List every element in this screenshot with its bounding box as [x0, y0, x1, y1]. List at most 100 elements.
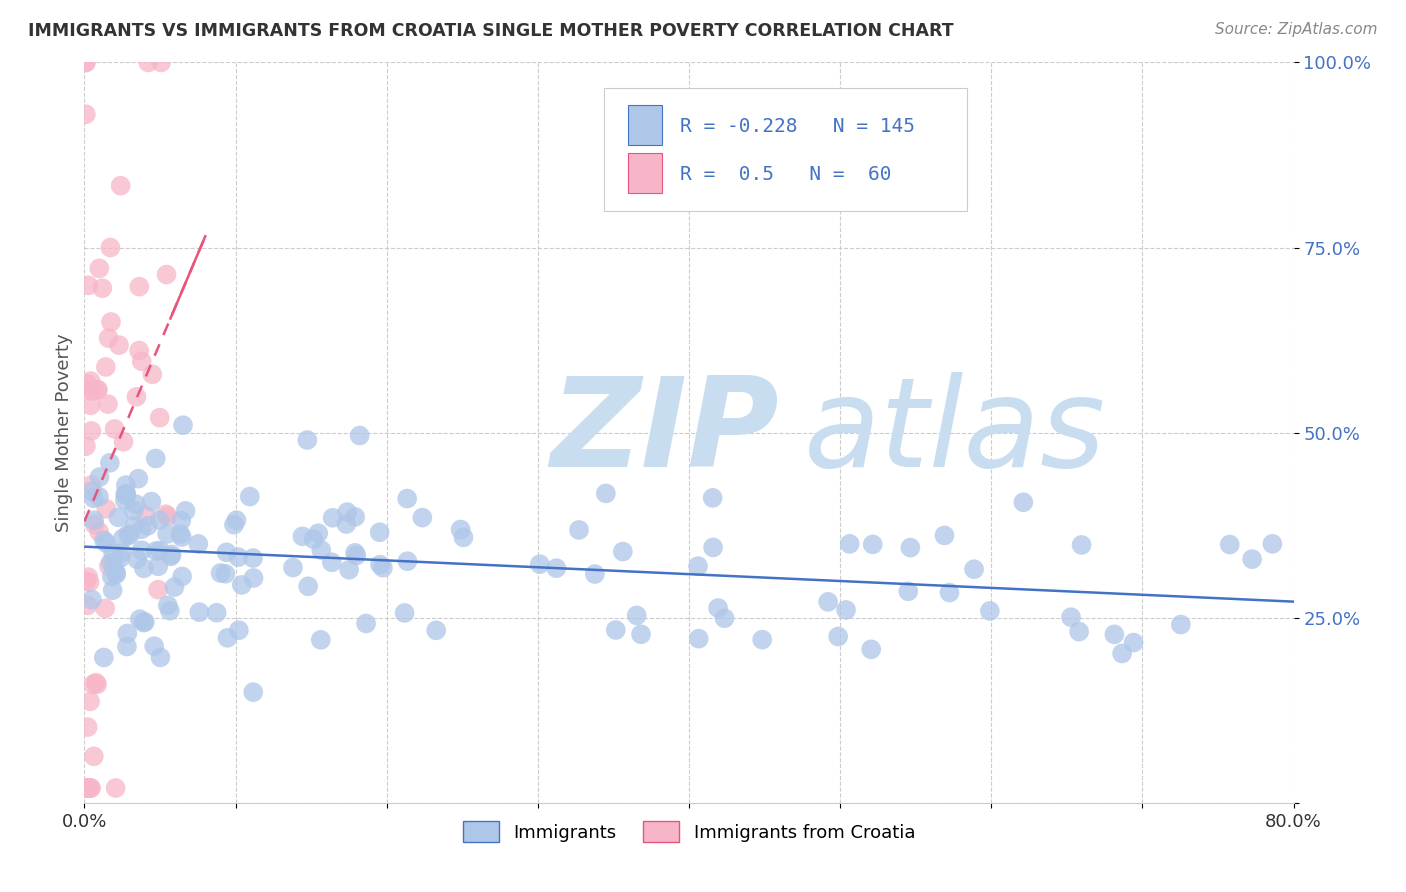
FancyBboxPatch shape [605, 88, 967, 211]
Point [835, 603, 858, 617]
Point [107, 510, 129, 524]
Point [1261, 537, 1284, 551]
Point [155, 507, 177, 521]
Point [817, 595, 839, 609]
Point [79, 575, 101, 590]
Point [127, 472, 149, 486]
Point [149, 410, 172, 425]
Point [75, 780, 97, 795]
Point [862, 537, 884, 551]
Point [702, 541, 724, 555]
Point [209, 566, 232, 580]
Point [307, 526, 329, 541]
Point [1070, 538, 1092, 552]
Point [111, 546, 134, 560]
Point [281, 560, 304, 574]
Point [214, 566, 236, 581]
Text: Source: ZipAtlas.com: Source: ZipAtlas.com [1215, 22, 1378, 37]
Point [297, 579, 319, 593]
Point [128, 612, 150, 626]
Point [242, 551, 264, 566]
Point [80, 780, 103, 795]
Point [368, 558, 391, 572]
Point [94, 536, 117, 550]
Text: ZIP: ZIP [550, 372, 779, 493]
Point [242, 571, 264, 585]
Point [80, 424, 103, 438]
Point [93, 533, 115, 548]
Point [77, 278, 100, 293]
Point [688, 632, 710, 646]
Point [115, 640, 138, 654]
Point [125, 390, 148, 404]
Point [702, 491, 724, 505]
Point [297, 433, 319, 447]
Point [87, 383, 110, 397]
Point [76, 720, 98, 734]
Point [77, 570, 100, 584]
Point [143, 639, 166, 653]
Point [82, 677, 104, 691]
Point [145, 544, 167, 558]
Point [707, 601, 730, 615]
Point [155, 268, 177, 282]
Bar [628, 153, 662, 194]
Point [103, 546, 125, 560]
Point [146, 582, 169, 597]
Point [546, 561, 568, 575]
Point [76, 599, 98, 613]
Point [713, 611, 735, 625]
Point [91, 281, 114, 295]
Point [89, 261, 111, 276]
Point [79, 382, 101, 396]
Point [79, 694, 101, 708]
Point [938, 585, 960, 599]
Point [97, 559, 120, 574]
Point [149, 513, 172, 527]
Point [122, 503, 145, 517]
Point [145, 451, 167, 466]
Point [215, 545, 238, 559]
Point [898, 541, 921, 555]
Point [354, 616, 377, 631]
Point [1122, 635, 1144, 649]
Point [205, 606, 228, 620]
Point [612, 544, 634, 558]
Point [156, 599, 179, 613]
Point [80, 398, 103, 412]
Point [934, 528, 956, 542]
Bar [628, 104, 662, 145]
Point [827, 630, 849, 644]
Point [104, 780, 127, 795]
Point [394, 606, 416, 620]
Point [217, 631, 239, 645]
Legend: Immigrants, Immigrants from Croatia: Immigrants, Immigrants from Croatia [456, 814, 922, 849]
Point [349, 428, 371, 442]
Point [344, 509, 367, 524]
Point [1111, 647, 1133, 661]
Point [529, 557, 551, 571]
Point [86, 677, 108, 691]
Point [222, 517, 245, 532]
Point [87, 490, 110, 504]
Point [156, 527, 179, 541]
Point [368, 525, 391, 540]
Point [125, 552, 148, 566]
Point [128, 279, 150, 293]
Point [100, 240, 122, 254]
Text: atlas: atlas [804, 372, 1107, 493]
Point [83, 513, 105, 527]
Point [80, 484, 103, 499]
Point [111, 532, 134, 546]
Point [132, 615, 155, 630]
Point [897, 584, 920, 599]
Point [114, 487, 136, 501]
Point [80, 478, 103, 492]
Point [141, 368, 163, 382]
Text: R =  0.5   N =  60: R = 0.5 N = 60 [681, 165, 891, 184]
Point [136, 518, 159, 533]
Point [860, 642, 883, 657]
Point [114, 493, 136, 508]
Point [626, 608, 648, 623]
Point [75, 55, 97, 70]
